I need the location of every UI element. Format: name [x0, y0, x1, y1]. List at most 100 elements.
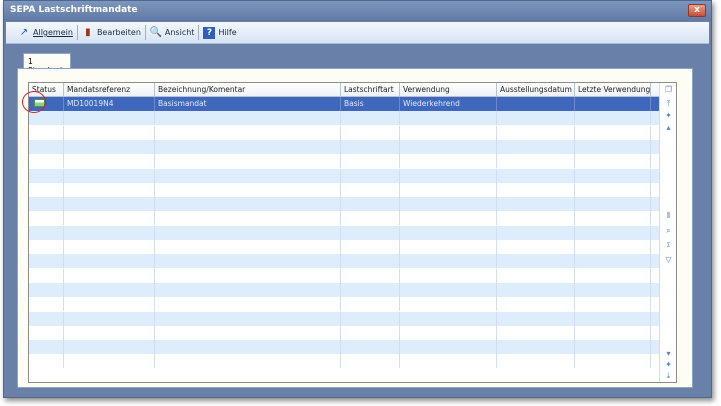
table-cell — [64, 340, 155, 355]
column-header[interactable]: Status — [29, 83, 64, 96]
table-cell — [575, 311, 651, 326]
table-row[interactable] — [29, 211, 660, 226]
table-row[interactable]: MD10019N4 Basismandat Basis Wiederkehrend — [29, 97, 660, 111]
table-cell — [341, 268, 400, 283]
table-row[interactable] — [29, 111, 660, 126]
menu-ansicht[interactable]: 🔍 Ansicht — [149, 26, 195, 38]
separator — [76, 25, 78, 40]
help-icon: ? — [203, 26, 216, 39]
table-row[interactable] — [29, 139, 660, 154]
up-icon[interactable]: ▴ — [666, 123, 671, 132]
table-cell — [400, 182, 497, 197]
table-cell — [155, 225, 341, 240]
table-row[interactable] — [29, 225, 660, 240]
table-cell — [497, 311, 575, 326]
table-cell — [400, 240, 497, 254]
menu-hilfe[interactable]: ? Hilfe — [199, 26, 240, 39]
column-header[interactable]: Ausstellungsdatum — [497, 83, 575, 96]
column-header[interactable]: Lastschriftart — [341, 83, 400, 96]
table-cell — [497, 125, 575, 140]
table-row[interactable] — [29, 197, 660, 212]
table-row[interactable] — [29, 354, 660, 369]
table-row[interactable] — [29, 168, 660, 183]
table-cell — [497, 211, 575, 226]
search-icon[interactable]: ⌕ — [666, 226, 671, 235]
filter-icon[interactable]: ▽ — [665, 255, 672, 264]
table-cell — [400, 225, 497, 240]
columns-icon[interactable]: ⦀ — [666, 211, 671, 220]
table-cell — [155, 254, 341, 269]
column-header[interactable]: Verwendung — [400, 83, 497, 96]
table-row[interactable] — [29, 154, 660, 169]
table-row[interactable] — [29, 311, 660, 326]
table-cell — [341, 254, 400, 269]
first-record-icon[interactable]: ⤒ — [666, 99, 671, 108]
table-cell — [497, 154, 575, 169]
table-row[interactable] — [29, 182, 660, 197]
table-cell — [155, 282, 341, 297]
status-cell — [29, 225, 64, 240]
tab-standard[interactable]: 1 Standard — [23, 53, 71, 75]
status-cell — [29, 340, 64, 355]
table-cell — [575, 182, 651, 197]
table-row[interactable] — [29, 125, 660, 140]
column-header[interactable]: Mandatsreferenz — [64, 83, 155, 96]
table-cell — [400, 154, 497, 169]
status-cell — [29, 354, 64, 369]
menu-bearbeiten[interactable]: ▮ Bearbeiten — [78, 27, 145, 39]
table-row[interactable] — [29, 340, 660, 355]
down-icon[interactable]: ▾ — [666, 349, 671, 358]
table-cell — [575, 225, 651, 240]
status-cell — [29, 282, 64, 297]
table-cell — [497, 240, 575, 254]
table-cell — [341, 111, 400, 126]
table-row[interactable] — [29, 240, 660, 254]
table-cell: Basis — [341, 97, 400, 111]
status-cell — [29, 197, 64, 212]
table-cell — [497, 340, 575, 355]
table-cell — [575, 282, 651, 297]
table-cell — [155, 240, 341, 254]
window-title: SEPA Lastschriftmandate — [4, 1, 711, 21]
table-cell — [155, 154, 341, 169]
table-cell: MD10019N4 — [64, 97, 155, 111]
view-magnifier-icon: 🔍 — [149, 26, 163, 38]
table-cell — [341, 125, 400, 140]
table-cell — [64, 168, 155, 183]
table-row[interactable] — [29, 297, 660, 312]
column-header[interactable]: Bezeichnung/Komentar — [155, 83, 341, 96]
close-button[interactable]: x — [688, 4, 706, 17]
status-cell — [29, 268, 64, 283]
table-row[interactable] — [29, 268, 660, 283]
status-cell — [29, 111, 64, 126]
table-cell — [400, 311, 497, 326]
table-cell — [64, 297, 155, 312]
column-header[interactable]: Letzte Verwendung — [575, 83, 651, 96]
page-down-icon[interactable]: ✦ — [665, 360, 672, 369]
table-cell — [341, 139, 400, 154]
table-cell — [497, 197, 575, 212]
menu-allgemein[interactable]: ↗ Allgemein — [19, 26, 73, 38]
table-cell — [497, 254, 575, 269]
table-cell — [497, 297, 575, 312]
table-cell — [575, 325, 651, 340]
table-cell — [341, 240, 400, 254]
table-cell — [341, 197, 400, 212]
table-row[interactable] — [29, 254, 660, 269]
table-cell — [155, 311, 341, 326]
table-row[interactable] — [29, 325, 660, 340]
status-cell — [29, 325, 64, 340]
table-cell — [64, 240, 155, 254]
toolbar: ↗ Allgemein ▮ Bearbeiten 🔍 Ansicht ? Hilfe — [6, 22, 709, 44]
page-up-icon[interactable]: ✦ — [665, 111, 672, 120]
table-cell: Basismandat — [155, 97, 341, 111]
table-cell — [497, 282, 575, 297]
table-cell — [575, 340, 651, 355]
sum-icon[interactable]: Σ — [666, 242, 671, 249]
table-row[interactable] — [29, 282, 660, 297]
status-cell — [29, 240, 64, 254]
table-cell — [575, 211, 651, 226]
column-chooser-icon[interactable]: ❐ — [664, 85, 673, 94]
last-record-icon[interactable]: ⤓ — [666, 371, 671, 380]
grid-header: Status Mandatsreferenz Bezeichnung/Komenta… — [29, 83, 660, 97]
